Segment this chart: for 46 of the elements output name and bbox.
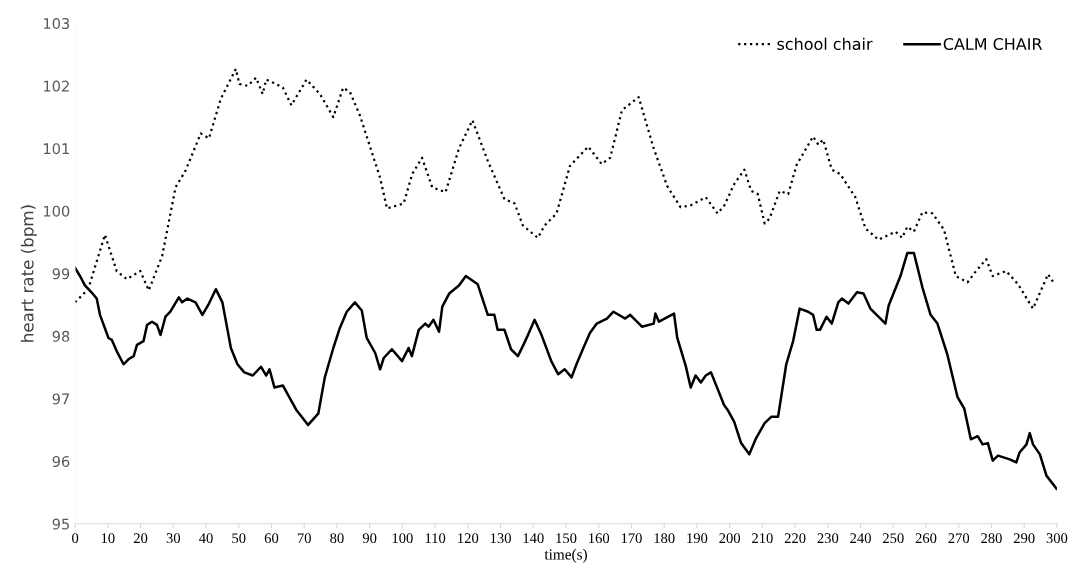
x-tick-label: 280 xyxy=(981,533,1002,544)
x-tick-label: 240 xyxy=(850,533,871,544)
y-tick-label: 96 xyxy=(52,455,70,467)
x-tick-label: 80 xyxy=(330,533,344,544)
y-tick-label: 101 xyxy=(44,143,69,155)
y-tick-label: 102 xyxy=(44,80,69,92)
x-tick-label: 270 xyxy=(948,533,970,544)
legend-label: CALM CHAIR xyxy=(943,37,1043,51)
line-series xyxy=(75,251,1057,491)
y-tick-label: 103 xyxy=(44,18,70,30)
x-tick-label: 110 xyxy=(425,533,446,544)
x-tick-label: 200 xyxy=(719,533,741,544)
y-tick-label: 100 xyxy=(44,205,70,217)
x-tick-label: 260 xyxy=(915,533,937,544)
x-tick-label: 30 xyxy=(166,533,181,544)
y-tick-label: 97 xyxy=(52,393,69,405)
x-tick-label: 250 xyxy=(882,533,904,544)
x-tick-label: 0 xyxy=(72,533,79,544)
x-tick-label: 220 xyxy=(784,533,806,544)
x-tick-label: 300 xyxy=(1046,533,1068,544)
x-axis-title: time(s) xyxy=(544,548,587,563)
x-tick-label: 140 xyxy=(523,533,544,544)
x-tick-label: 40 xyxy=(199,533,213,544)
x-tick-label: 100 xyxy=(392,533,413,544)
y-tick-label: 95 xyxy=(52,518,69,530)
x-tick-label: 20 xyxy=(133,533,148,544)
x-tick-label: 180 xyxy=(654,533,675,544)
x-tick-label: 210 xyxy=(752,533,773,544)
x-tick-label: 60 xyxy=(264,533,279,544)
legend-label: school chair xyxy=(777,37,873,51)
x-tick-label: 90 xyxy=(362,533,377,544)
y-tick-label: 99 xyxy=(52,268,70,280)
x-tick-label: 130 xyxy=(490,533,511,544)
x-tick-label: 190 xyxy=(687,533,708,544)
x-tick-label: 10 xyxy=(101,533,115,544)
x-tick-label: 70 xyxy=(297,533,311,544)
x-tick-label: 160 xyxy=(589,533,610,544)
line-series xyxy=(75,67,1055,310)
x-tick-label: 150 xyxy=(556,533,577,544)
y-axis-title: heart rate (bpm) xyxy=(20,205,37,342)
x-tick-label: 230 xyxy=(817,533,839,544)
y-tick-label: 98 xyxy=(52,330,70,342)
x-tick-label: 170 xyxy=(621,533,642,544)
x-tick-label: 50 xyxy=(232,533,246,544)
x-tick-label: 290 xyxy=(1013,533,1035,544)
x-tick-label: 120 xyxy=(458,533,479,544)
